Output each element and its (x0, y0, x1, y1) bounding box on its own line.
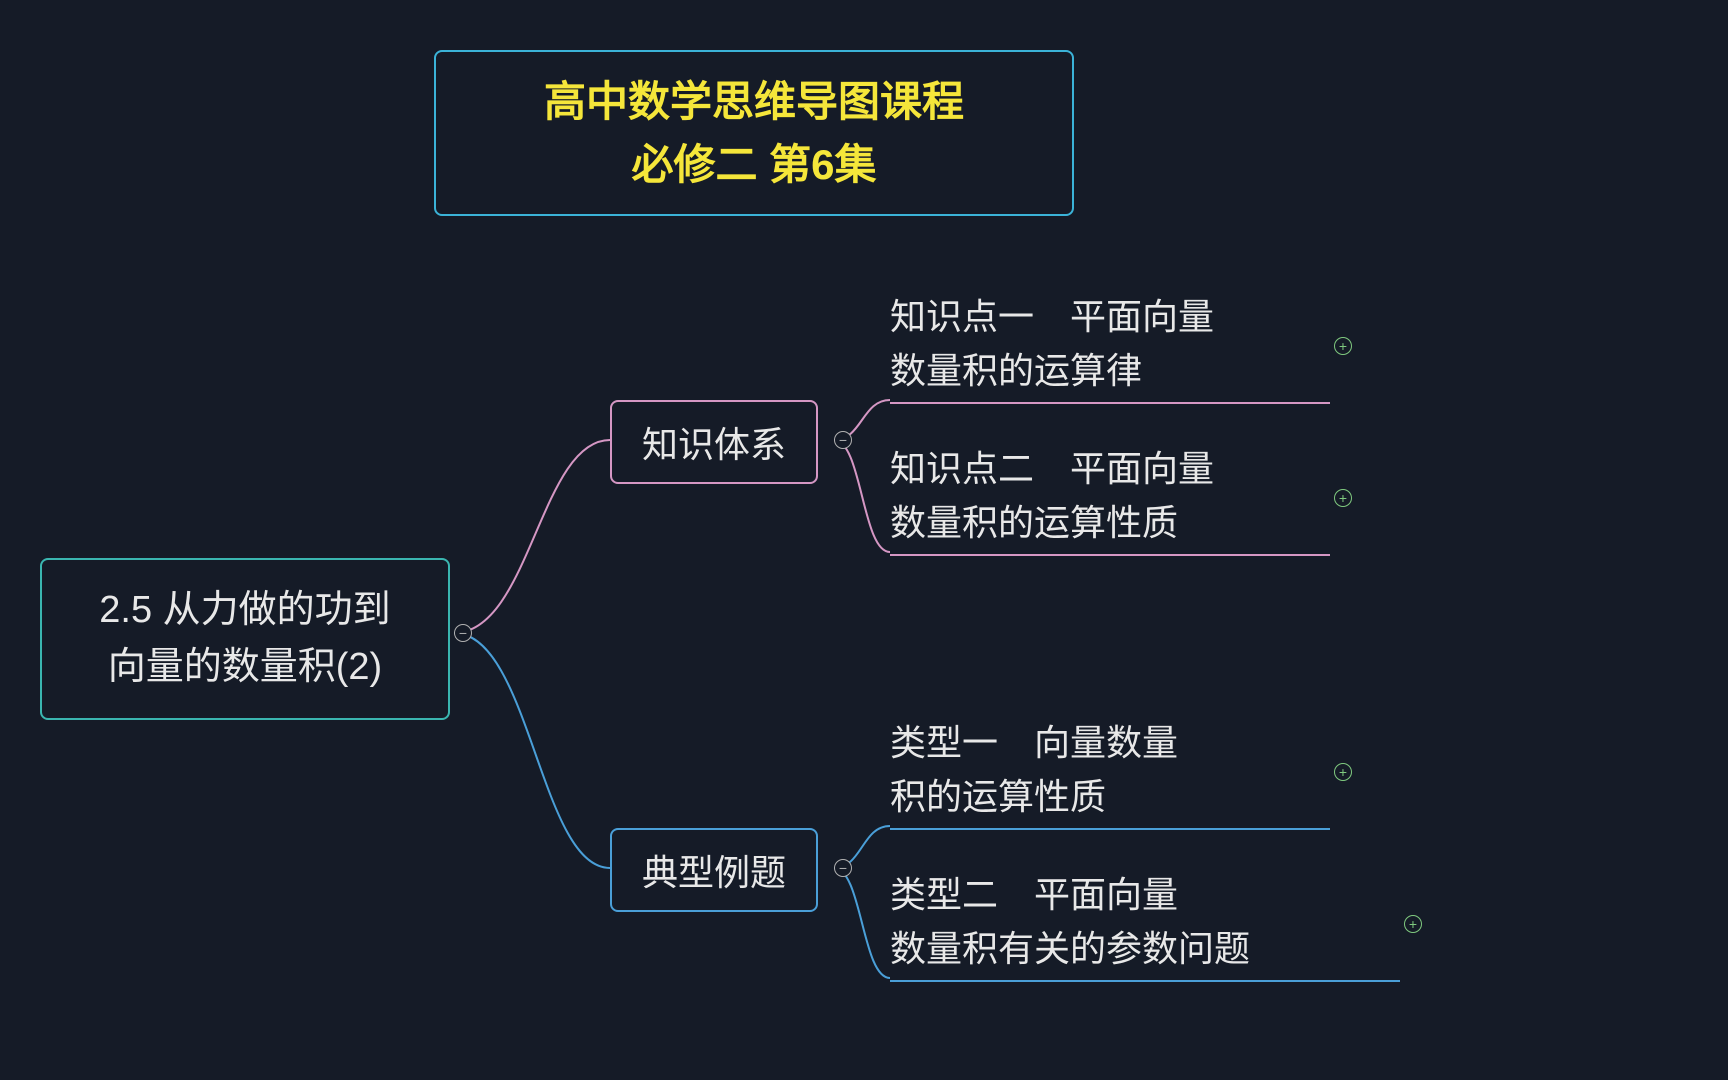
leaf-l1-line2: 数量积的运算律 (890, 344, 1214, 398)
title-box: 高中数学思维导图课程 必修二 第6集 (434, 50, 1074, 216)
leaf-l3-line2: 积的运算性质 (890, 770, 1178, 824)
branch1-label: 知识体系 (642, 424, 786, 465)
collapse-icon[interactable]: − (454, 624, 472, 642)
leaf-l2[interactable]: 知识点二 平面向量数量积的运算性质 (890, 442, 1214, 550)
leaf-l3-line1: 类型一 向量数量 (890, 716, 1178, 770)
leaf-l1[interactable]: 知识点一 平面向量数量积的运算律 (890, 290, 1214, 398)
expand-icon[interactable]: + (1334, 763, 1352, 781)
leaf-l3[interactable]: 类型一 向量数量积的运算性质 (890, 716, 1178, 824)
branch-knowledge-system[interactable]: 知识体系 (610, 400, 818, 484)
root-node[interactable]: 2.5 从力做的功到 向量的数量积(2) (40, 558, 450, 720)
expand-icon[interactable]: + (1404, 915, 1422, 933)
leaf-l1-underline (890, 402, 1330, 404)
collapse-icon[interactable]: − (834, 859, 852, 877)
title-line2: 必修二 第6集 (476, 133, 1032, 196)
leaf-l2-line1: 知识点二 平面向量 (890, 442, 1214, 496)
title-line1: 高中数学思维导图课程 (476, 70, 1032, 133)
leaf-l2-line2: 数量积的运算性质 (890, 496, 1214, 550)
leaf-l4-line2: 数量积有关的参数问题 (890, 922, 1250, 976)
expand-icon[interactable]: + (1334, 489, 1352, 507)
leaf-l3-underline (890, 828, 1330, 830)
branch2-label: 典型例题 (642, 852, 786, 893)
root-line1: 2.5 从力做的功到 (72, 582, 418, 639)
root-line2: 向量的数量积(2) (72, 639, 418, 696)
collapse-icon[interactable]: − (834, 431, 852, 449)
leaf-l1-line1: 知识点一 平面向量 (890, 290, 1214, 344)
leaf-l4[interactable]: 类型二 平面向量数量积有关的参数问题 (890, 868, 1250, 976)
leaf-l4-underline (890, 980, 1400, 982)
leaf-l2-underline (890, 554, 1330, 556)
expand-icon[interactable]: + (1334, 337, 1352, 355)
leaf-l4-line1: 类型二 平面向量 (890, 868, 1250, 922)
branch-typical-examples[interactable]: 典型例题 (610, 828, 818, 912)
